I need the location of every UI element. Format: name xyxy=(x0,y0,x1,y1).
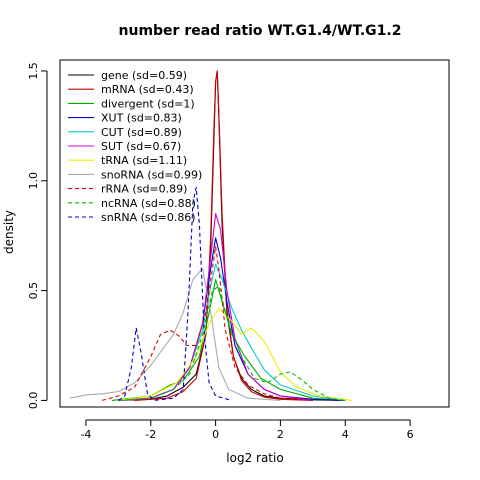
x-tick-label: 0 xyxy=(212,428,219,441)
y-axis-label: density xyxy=(2,210,16,254)
x-axis-label: log2 ratio xyxy=(226,451,283,465)
series-layer xyxy=(69,70,352,401)
series-line-7 xyxy=(118,307,352,401)
legend-label: snoRNA (sd=0.99) xyxy=(101,168,202,181)
legend-label: divergent (sd=1) xyxy=(101,97,195,110)
x-tick-label: 4 xyxy=(342,428,349,441)
legend-label: snRNA (sd=0.86) xyxy=(101,211,196,224)
x-tick-label: -2 xyxy=(145,428,156,441)
legend: gene (sd=0.59)mRNA (sd=0.43)divergent (s… xyxy=(68,69,202,224)
legend-label: XUT (sd=0.83) xyxy=(101,112,182,125)
chart-title: number read ratio WT.G1.4/WT.G1.2 xyxy=(119,23,402,39)
legend-label: tRNA (sd=1.11) xyxy=(101,154,187,167)
y-tick-label: 0.0 xyxy=(27,392,40,410)
y-tick-label: 0.5 xyxy=(27,282,40,300)
y-tick-label: 1.5 xyxy=(27,62,40,80)
legend-label: mRNA (sd=0.43) xyxy=(101,83,194,96)
x-tick-label: 2 xyxy=(277,428,284,441)
axis-layer: -4 -2 0 2 4 6 0.0 0.5 1.0 1.5 xyxy=(27,62,414,441)
legend-label: SUT (sd=0.67) xyxy=(101,140,181,153)
series-line-3 xyxy=(111,279,346,401)
series-line-2 xyxy=(134,70,313,401)
plot-frame xyxy=(59,59,450,408)
series-line-9 xyxy=(101,246,313,401)
series-line-11 xyxy=(117,186,232,401)
x-tick-label: 6 xyxy=(407,428,414,441)
legend-label: rRNA (sd=0.89) xyxy=(101,183,187,196)
legend-label: gene (sd=0.59) xyxy=(101,69,187,82)
series-line-6 xyxy=(118,213,313,401)
x-tick-label: -4 xyxy=(80,428,91,441)
y-tick-label: 1.0 xyxy=(27,172,40,190)
legend-label: CUT (sd=0.89) xyxy=(101,126,182,139)
legend-label: ncRNA (sd=0.88) xyxy=(101,197,196,210)
series-line-8 xyxy=(69,268,281,401)
